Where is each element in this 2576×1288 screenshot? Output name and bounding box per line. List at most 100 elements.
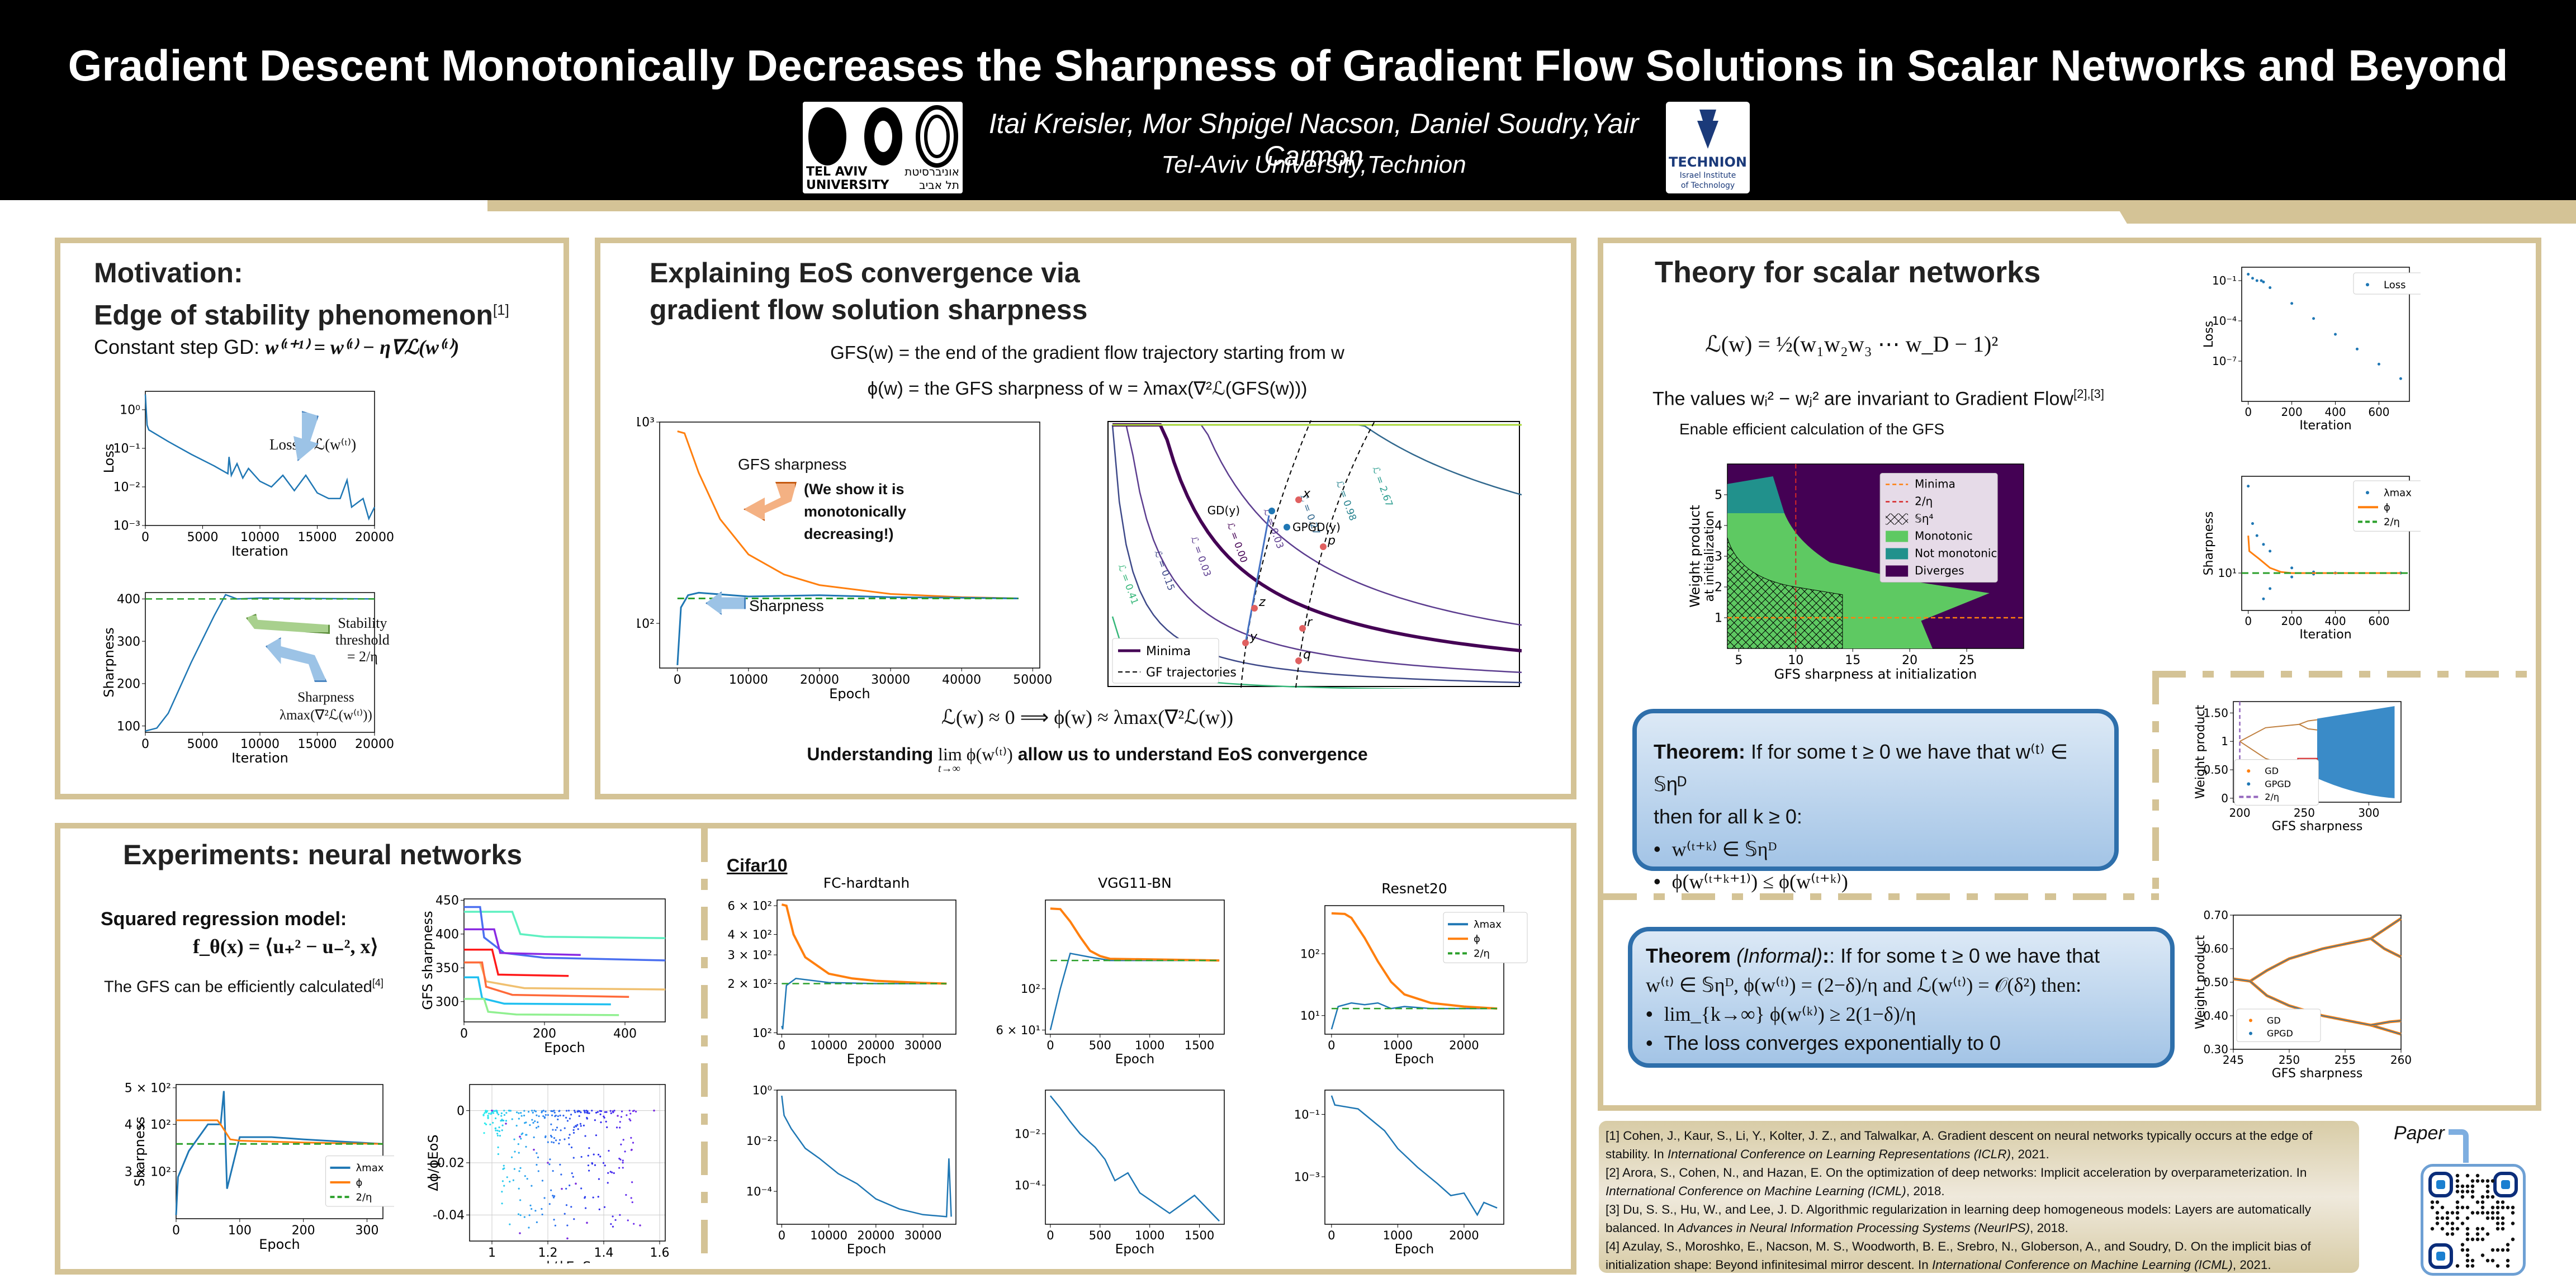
- legend-box: [1879, 473, 1998, 583]
- phi-definition: ϕ(w) = the GFS sharpness of w = λmax(∇²ℒ…: [867, 378, 1308, 399]
- y-tick-label: 3: [1715, 550, 1722, 564]
- data-point: [496, 1112, 499, 1114]
- gpgd-point: [1284, 524, 1290, 531]
- tel-aviv-university-logo: TEL AVIV UNIVERSITY אוניברסיטת תל אביב: [803, 102, 963, 193]
- data-point: [519, 1199, 522, 1201]
- x-axis-label: GFS sharpness: [2272, 1067, 2363, 1081]
- data-point: [554, 1224, 557, 1227]
- y-tick-label: 10⁻¹: [113, 442, 140, 456]
- gfs-sharpness-annotation: GFS sharpness: [738, 456, 847, 473]
- exp-sharpness-chart: 0 100 200 300 3 × 10² 4 × 10² 5 × 10² Epoch Shar…: [125, 1082, 394, 1252]
- exp-scatter-chart: 1 1.2 1.4 1.6 0 -0.02 -0.04 ϕ/ϕEoS Δϕ/ϕEoS: [425, 1084, 670, 1263]
- data-point: [613, 1172, 615, 1175]
- data-point: [482, 1114, 485, 1116]
- legend-label: Minima: [1146, 645, 1191, 659]
- series-line-Loss: [1330, 1095, 1498, 1216]
- data-point: [2269, 587, 2272, 590]
- data-point: [622, 1162, 624, 1164]
- point-label: y: [1249, 630, 1258, 644]
- data-point: [630, 1137, 632, 1139]
- x-axis-label: Epoch: [1115, 1052, 1154, 1067]
- cifar-vgg-sharpness-chart: 0 500 1000 1500 6 × 10¹ 10² Epoch VGG11-BN: [996, 875, 1225, 1067]
- data-point: [576, 1124, 579, 1126]
- data-point: [568, 1143, 570, 1145]
- data-point: [510, 1156, 513, 1158]
- y-tick-label: 100: [117, 719, 140, 733]
- data-point: [501, 1119, 503, 1121]
- qr-module: [2480, 1195, 2485, 1199]
- x-tick-label: 10000: [240, 531, 280, 544]
- series-line-run3: [464, 928, 581, 956]
- regression-model-label: Squared regression model:: [101, 908, 347, 930]
- qr-module: [2455, 1179, 2460, 1183]
- contour-line: [1112, 423, 1522, 653]
- qr-module: [2470, 1190, 2475, 1194]
- qr-module: [2480, 1200, 2485, 1204]
- qr-module: [2490, 1195, 2495, 1199]
- qr-module: [2465, 1232, 2470, 1236]
- x-axis-label: Epoch: [1115, 1242, 1154, 1257]
- plot-frame: [776, 899, 956, 1035]
- data-point: [485, 1123, 487, 1126]
- cifar-fc-sharpness-chart: 0 10000 20000 30000 10² 2 × 10² 3 × 10² 4 × 10²…: [728, 875, 956, 1067]
- x-tick-label: 1.2: [538, 1246, 558, 1260]
- qr-module: [2501, 1227, 2505, 1231]
- qr-module: [2501, 1248, 2505, 1252]
- x-tick-label: 15000: [298, 531, 337, 544]
- threshold-annotation: Stability threshold = 2/η: [335, 615, 390, 665]
- data-point: [602, 1162, 605, 1164]
- data-point: [512, 1179, 514, 1181]
- qr-module: [2485, 1179, 2490, 1183]
- x-tick-label: 25: [1959, 654, 1974, 667]
- svg-text:אוניברסיטת: אוניברסיטת: [905, 165, 959, 178]
- legend-label: λmax: [2384, 487, 2412, 499]
- y-tick-label: 10⁻⁷: [2212, 354, 2237, 368]
- data-point: [580, 1187, 583, 1190]
- data-point: [565, 1116, 567, 1119]
- qr-finder-icon: [2493, 1172, 2518, 1197]
- data-point: [598, 1178, 600, 1180]
- qr-module: [2496, 1205, 2500, 1210]
- y-tick-label: 3 × 10²: [125, 1165, 171, 1179]
- y-tick-label: 10⁰: [752, 1083, 772, 1097]
- data-point: [620, 1116, 623, 1118]
- x-tick-label: 245: [2223, 1053, 2244, 1067]
- data-point: [550, 1110, 552, 1112]
- theorem-monotonic: Theorem: If for some t ≥ 0 we have that …: [1632, 709, 2119, 893]
- data-point: [631, 1148, 633, 1151]
- x-tick-label: 100: [228, 1224, 252, 1238]
- data-point: [533, 1136, 535, 1139]
- qr-module: [2511, 1237, 2515, 1242]
- x-tick-label: 20000: [355, 531, 394, 544]
- bifurcation-zoom-chart: 245 250 255 260 0.30 0.40 0.50 0.60 0.70 GFS shar…: [2194, 908, 2412, 1081]
- cifar-resnet-sharpness-chart: 0 1000 2000 10¹ 10² Epoch Resnet20 λmax ϕ 2/η: [1300, 880, 1528, 1067]
- data-point: [583, 1110, 585, 1112]
- data-point: [529, 1124, 531, 1126]
- sharpness-annotation-2: Sharpness: [749, 597, 824, 614]
- x-tick-label: 10000: [810, 1039, 847, 1052]
- data-point: [2377, 362, 2380, 366]
- qr-module: [2496, 1216, 2500, 1220]
- y-axis-label: GFS sharpness: [420, 911, 435, 1010]
- decorative-tab: [2113, 200, 2576, 224]
- series-line-max: [175, 1091, 383, 1215]
- data-point: [594, 1119, 596, 1121]
- paper-qr-code[interactable]: [2421, 1164, 2526, 1276]
- experiments-title: Experiments: neural networks: [123, 839, 523, 870]
- paper-label: Paper: [2394, 1123, 2445, 1144]
- data-point: [628, 1110, 631, 1112]
- motivation-panel: [55, 238, 569, 799]
- data-point: [606, 1126, 608, 1129]
- y-tick-label: 0: [457, 1104, 465, 1118]
- qr-module: [2455, 1227, 2460, 1231]
- theory-loss-chart: 0 200 400 600 10⁻¹ 10⁻⁴ 10⁻⁷ Iteration Loss Loss: [2202, 267, 2421, 433]
- data-point: [552, 1129, 554, 1131]
- qr-module: [2475, 1173, 2480, 1178]
- chaotic-region: [2317, 706, 2395, 798]
- legend-label: GPGD: [2265, 779, 2291, 789]
- qr-finder-icon: [2428, 1172, 2453, 1197]
- data-point: [632, 1110, 634, 1112]
- qr-module: [2490, 1205, 2495, 1210]
- y-tick-label: 10⁻²: [746, 1134, 772, 1148]
- series-line-: [1331, 912, 1498, 1010]
